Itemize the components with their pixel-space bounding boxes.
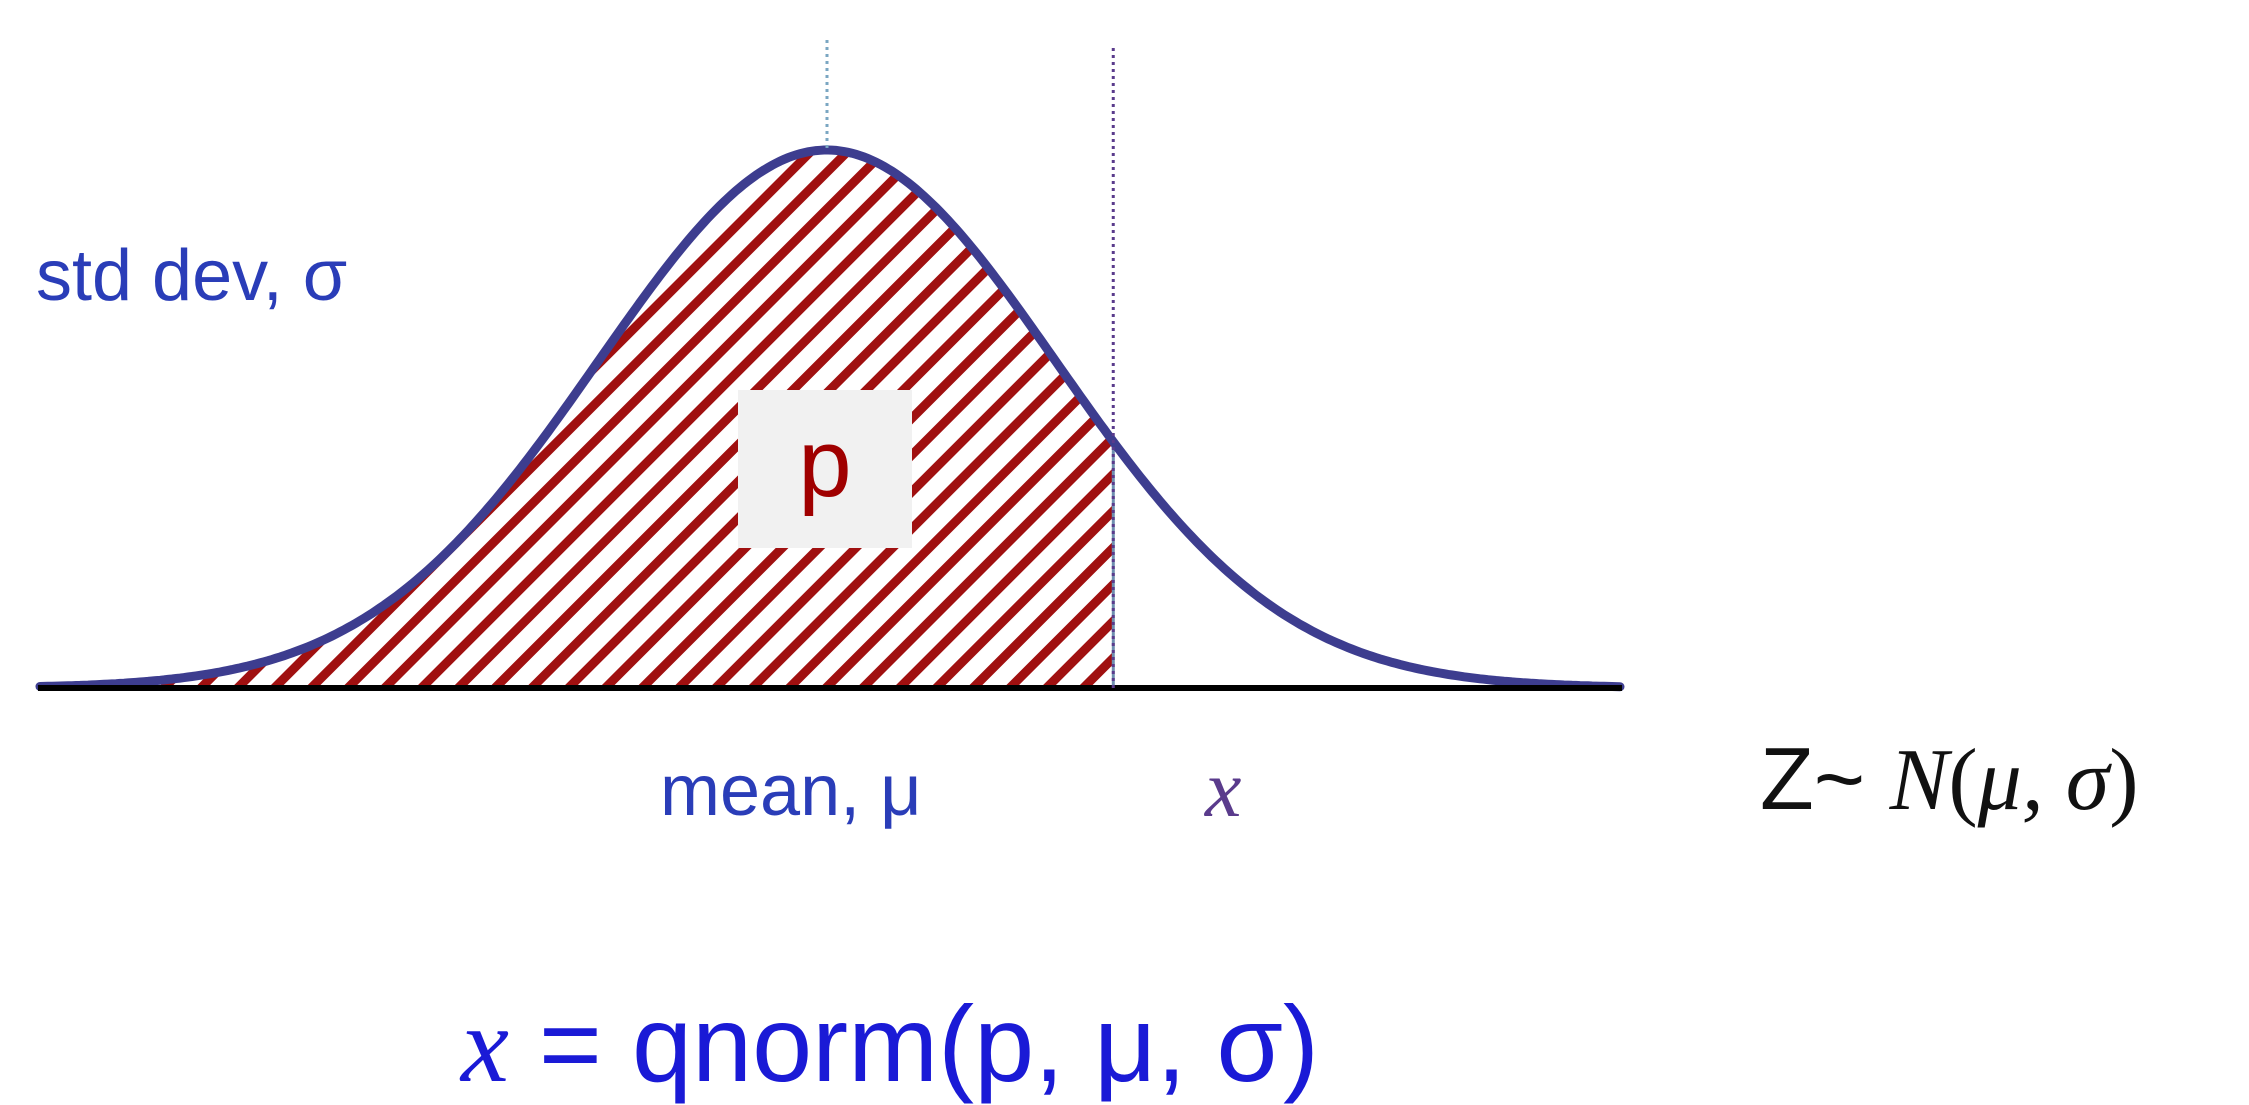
probability-label: p <box>798 410 852 517</box>
x-marker-label: x <box>1205 743 1242 834</box>
distribution-name: N <box>1889 732 1949 829</box>
density-curve <box>35 145 1625 692</box>
distribution-prefix: Z~ <box>1760 729 1866 828</box>
qnorm-formula: x = qnorm(p, μ, σ) <box>0 990 1780 1100</box>
distribution-notation: Z~ N(μ, σ) <box>1760 735 2139 825</box>
distribution-params: μ, σ <box>1977 732 2110 829</box>
mean-label: mean, μ <box>660 751 922 831</box>
open-paren: ( <box>1948 732 1978 829</box>
close-paren: ) <box>2109 732 2139 829</box>
probability-box: p <box>738 390 912 548</box>
formula-variable: x <box>460 986 509 1105</box>
std-dev-label: std dev, σ <box>36 236 348 316</box>
formula-expression: = qnorm(p, μ, σ) <box>508 983 1320 1104</box>
